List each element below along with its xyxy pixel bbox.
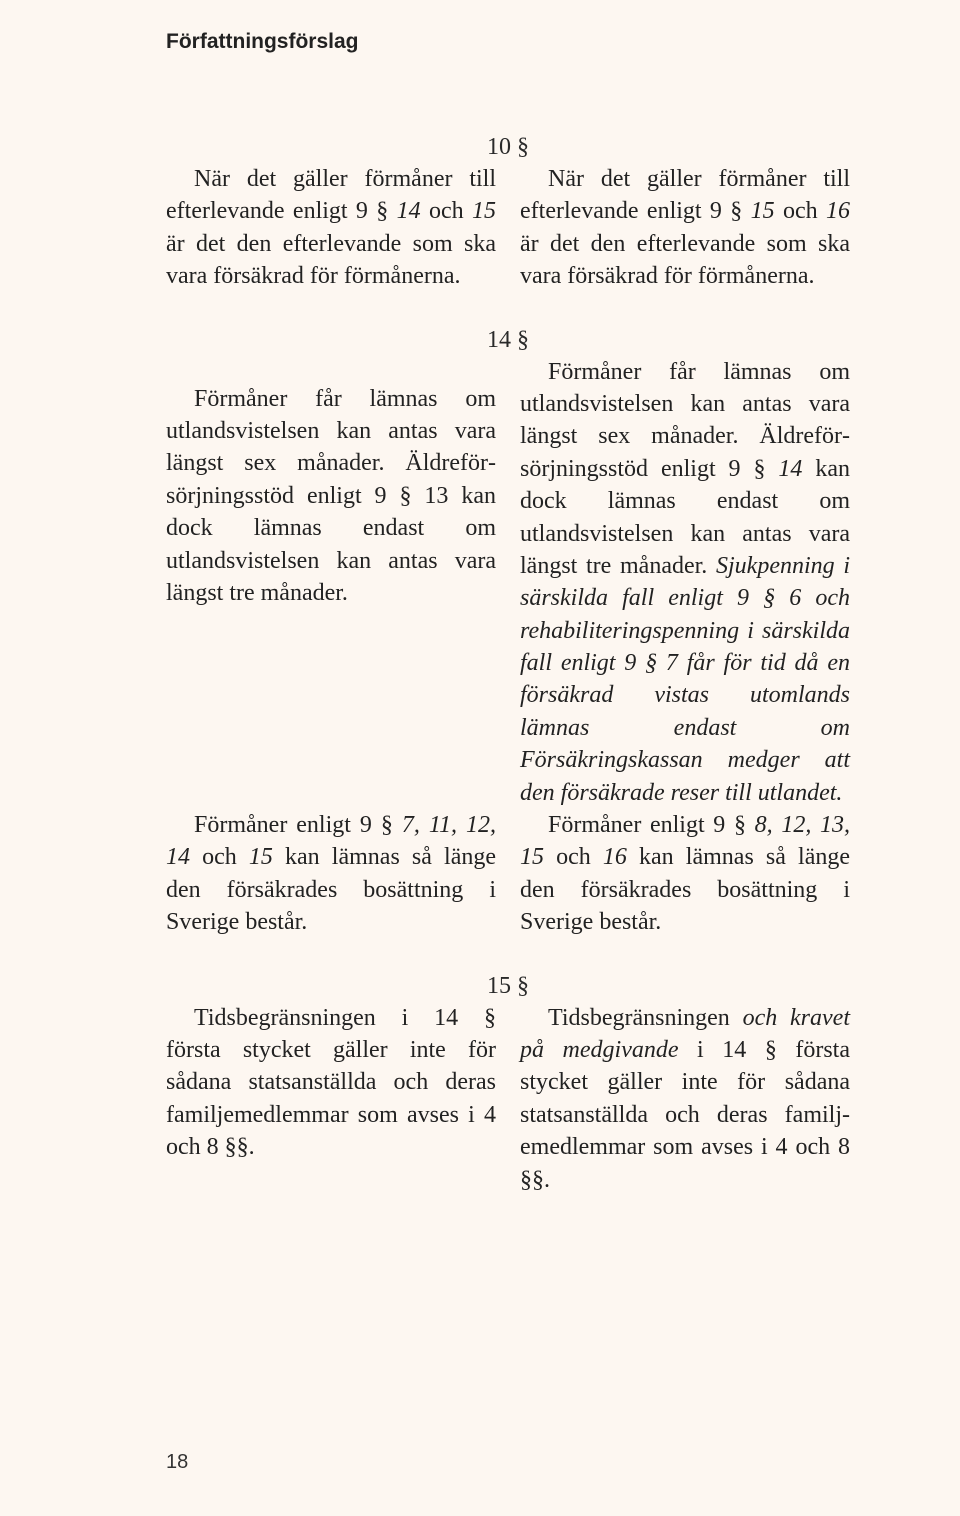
s14-right-p2c: och bbox=[544, 844, 603, 870]
s14-right-p1: Förmåner får lämnas om utlandsvistelsen … bbox=[520, 356, 850, 809]
s10-left-p1: När det gäller förmåner till efterlevand… bbox=[166, 163, 496, 293]
s14-left-p1a: Förmåner får lämnas om utlandsvistelsen … bbox=[166, 386, 496, 606]
s10-left-p1b: 14 bbox=[397, 198, 421, 224]
s10-right-p1b: 15 bbox=[751, 198, 775, 224]
s10-right-p1: När det gäller förmåner till efterlevand… bbox=[520, 163, 850, 293]
s14-left-p1: Förmåner får lämnas om utlandsvistelsen … bbox=[166, 383, 496, 610]
s15-right-p1: Tidsbegränsningen och kra­vet på medgiva… bbox=[520, 1002, 850, 1196]
s14-left-p2: Förmåner enligt 9 § 7, 11, 12, 14 och 15… bbox=[166, 809, 496, 939]
s14-right-p2: Förmåner enligt 9 § 8, 12, 13, 15 och 16… bbox=[520, 809, 850, 939]
s10-left-p1c: och bbox=[421, 198, 472, 224]
s14-right-p1b: 14 bbox=[778, 456, 802, 482]
s14-left-p2c: och bbox=[190, 844, 249, 870]
section-10-label: 10 § bbox=[166, 134, 850, 161]
s10-right-p1d: 16 bbox=[826, 198, 850, 224]
s14-left-p2a: Förmåner enligt 9 § bbox=[194, 812, 402, 838]
section-15-label: 15 § bbox=[166, 973, 850, 1000]
page-number: 18 bbox=[166, 1451, 188, 1474]
s10-right-p1c: och bbox=[775, 198, 826, 224]
s14-left-p2d: 15 bbox=[249, 844, 273, 870]
s15-left-p1: Tidsbegränsningen i 14 § första stycket … bbox=[166, 1002, 496, 1164]
s10-right-p1e: är det den efterlevande som ska vara för… bbox=[520, 231, 850, 289]
s15-right-p1a: Tidsbegränsningen bbox=[548, 1005, 743, 1031]
s14-right-p2a: Förmåner enligt 9 § bbox=[548, 812, 755, 838]
s14-right-p2d: 16 bbox=[603, 844, 627, 870]
s14-right-p1d: Sjuk­penning i särskilda fall enligt 9 §… bbox=[520, 553, 850, 806]
section-14-label: 14 § bbox=[166, 327, 850, 354]
s10-left-p1e: är det den efterlevande som ska vara för… bbox=[166, 231, 496, 289]
page-header: Författningsförslag bbox=[166, 30, 850, 54]
s10-left-p1d: 15 bbox=[472, 198, 496, 224]
